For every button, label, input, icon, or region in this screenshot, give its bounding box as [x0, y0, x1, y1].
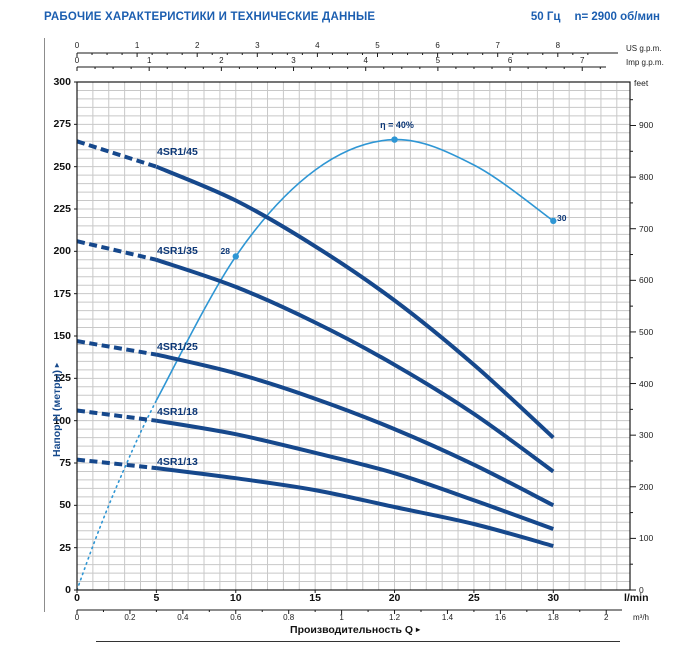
impgpm-tick-label: 7	[580, 56, 585, 65]
usgpm-tick-label: 0	[74, 41, 80, 50]
x-axis-title-text: Производительность Q	[290, 624, 414, 636]
m3h-tick-label: 0.6	[230, 613, 242, 622]
usgpm-tick-label: 7	[495, 41, 500, 50]
lmin-tick-label: 30	[547, 592, 560, 604]
metres-tick-label: 225	[53, 203, 71, 215]
metres-tick-label: 150	[53, 330, 71, 342]
curve-label-4sr1-13: 4SR1/13	[157, 456, 198, 468]
metres-tick-label: 275	[53, 118, 71, 131]
metres-tick-label: 175	[53, 287, 71, 300]
efficiency-marker-label: 28	[220, 246, 230, 256]
feet-unit-label: feet	[634, 78, 649, 88]
impgpm-tick-label: 3	[291, 56, 296, 65]
m3h-unit-label: m³/h	[633, 613, 649, 622]
usgpm-tick-label: 6	[435, 41, 440, 50]
m3h-tick-label: 2	[603, 613, 609, 622]
curve-label-4sr1-25: 4SR1/25	[157, 341, 198, 353]
lmin-tick-label: 5	[153, 592, 160, 604]
metres-tick-label: 200	[53, 245, 71, 258]
speed-label: n= 2900 об/мин	[574, 11, 660, 23]
usgpm-tick-label: 3	[255, 41, 260, 50]
curve-label-4sr1-18: 4SR1/18	[157, 406, 198, 418]
m3h-tick-label: 1.4	[441, 613, 454, 622]
feet-tick-label: 0	[639, 585, 644, 595]
impgpm-unit-label: Imp g.p.m.	[626, 58, 664, 67]
lmin-tick-label: 10	[229, 592, 242, 604]
metres-tick-label: 250	[53, 160, 71, 173]
impgpm-tick-label: 0	[74, 56, 80, 65]
curve-label-4sr1-45: 4SR1/45	[157, 146, 198, 158]
x-axis-title: Производительность Q ▸	[240, 624, 470, 636]
frequency-label: 50 Гц	[530, 11, 561, 23]
metres-tick-label: 0	[65, 584, 71, 596]
feet-tick-label: 700	[639, 223, 654, 234]
feet-tick-label: 100	[639, 533, 654, 544]
m3h-tick-label: 0	[74, 613, 80, 622]
m3h-tick-label: 0.8	[283, 613, 295, 622]
usgpm-tick-label: 5	[375, 41, 380, 50]
metres-tick-label: 300	[53, 76, 71, 88]
x-axis-arrow-icon: ▸	[415, 625, 420, 634]
usgpm-tick-label: 8	[555, 41, 561, 50]
metres-tick-label: 125	[53, 372, 71, 385]
m3h-tick-label: 1.6	[494, 613, 506, 622]
m3h-tick-label: 0.2	[124, 613, 136, 622]
lmin-tick-label: 15	[309, 592, 321, 604]
metres-tick-label: 100	[53, 414, 71, 427]
feet-tick-label: 900	[639, 120, 654, 131]
y-axis-title-text: Напор H (метры)	[51, 370, 63, 457]
feet-tick-label: 800	[639, 172, 654, 183]
left-border-line	[44, 38, 45, 612]
impgpm-tick-label: 6	[507, 56, 513, 65]
curve-label-4sr1-35: 4SR1/35	[157, 245, 198, 257]
m3h-tick-label: 0.4	[177, 613, 189, 622]
usgpm-tick-label: 2	[194, 41, 200, 50]
impgpm-tick-label: 4	[363, 56, 368, 65]
feet-tick-label: 600	[639, 275, 654, 286]
m3h-tick-label: 1	[339, 613, 344, 622]
lmin-unit-label: l/min	[624, 592, 649, 604]
title-right: 50 Гц n= 2900 об/мин	[470, 11, 660, 23]
usgpm-tick-label: 1	[134, 41, 140, 50]
efficiency-marker-label: 30	[557, 213, 567, 223]
usgpm-unit-label: US g.p.m.	[626, 44, 662, 53]
metres-tick-label: 50	[59, 499, 71, 512]
m3h-tick-label: 1.8	[547, 613, 559, 622]
usgpm-tick-label: 4	[315, 41, 320, 50]
lmin-tick-label: 0	[74, 592, 80, 604]
page-title: РАБОЧИЕ ХАРАКТЕРИСТИКИ И ТЕХНИЧЕСКИЕ ДАН…	[44, 11, 376, 23]
feet-tick-label: 500	[639, 326, 654, 337]
impgpm-tick-label: 1	[146, 56, 152, 65]
impgpm-tick-label: 2	[219, 56, 224, 65]
lmin-tick-label: 25	[468, 592, 480, 604]
y-axis-title: Напор H (метры) ▸	[51, 363, 63, 457]
m3h-tick-label: 1.2	[388, 613, 401, 622]
bottom-rule-line	[96, 641, 620, 642]
lmin-tick-label: 20	[388, 592, 401, 604]
impgpm-tick-label: 5	[435, 56, 441, 65]
feet-tick-label: 200	[639, 481, 654, 492]
feet-tick-label: 400	[639, 378, 654, 389]
metres-tick-label: 25	[59, 541, 71, 554]
feet-tick-label: 300	[639, 430, 654, 441]
metres-tick-label: 75	[59, 457, 71, 469]
y-axis-arrow-icon: ▸	[52, 363, 61, 368]
efficiency-marker-label: η = 40%	[380, 120, 414, 130]
